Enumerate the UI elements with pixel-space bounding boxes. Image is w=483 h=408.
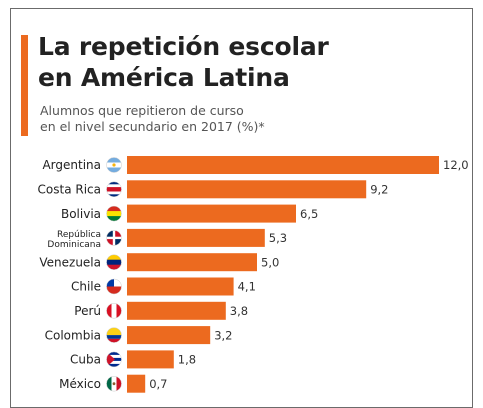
category-label: Perú (74, 304, 101, 318)
dominican-republic-flag-icon (106, 230, 122, 246)
chart-title: La repetición escolar en América Latina (38, 31, 329, 93)
chart-row: República Dominicana 5,3 (47, 228, 287, 250)
chart-row: México 0,7 (59, 374, 167, 393)
value-label: 5,0 (261, 255, 279, 269)
category-label: Venezuela (39, 255, 101, 269)
peru-flag-icon (106, 303, 122, 319)
category-label-line: Argentina (42, 158, 101, 172)
category-label-line: Cuba (70, 353, 101, 367)
category-label: Bolivia (61, 207, 101, 221)
value-label: 0,7 (149, 377, 167, 391)
chart-row: Cuba 1,8 (70, 350, 196, 369)
value-label: 3,8 (230, 304, 248, 318)
category-label-line: Costa Rica (38, 183, 101, 197)
chile-flag-icon (106, 278, 122, 295)
colombia-flag-icon (106, 327, 122, 343)
bar (127, 156, 439, 174)
category-label: Cuba (70, 353, 101, 367)
bar (127, 204, 296, 223)
chart-row: Colombia 3,2 (45, 326, 232, 345)
category-label: República Dominicana (47, 230, 101, 250)
chart-row: Chile 4,1 (71, 277, 256, 296)
value-label: 12,0 (443, 158, 469, 172)
bar (127, 277, 234, 296)
category-label-line: Chile (71, 280, 101, 294)
chart-subtitle: Alumnos que repitieron de curso en el ni… (40, 103, 265, 135)
value-label: 6,5 (300, 207, 318, 221)
bar (127, 228, 265, 247)
venezuela-flag-icon (106, 254, 122, 270)
cuba-flag-icon (106, 351, 122, 368)
mexico-flag-icon (106, 375, 122, 392)
category-label-line: México (59, 377, 101, 391)
value-label: 3,2 (214, 328, 232, 342)
bar (127, 180, 367, 199)
value-label: 9,2 (370, 183, 388, 197)
chart-row: Venezuela 5,0 (39, 253, 279, 272)
category-label: Chile (71, 280, 101, 294)
category-label-line: Colombia (45, 328, 101, 342)
title-line-2: en América Latina (38, 63, 290, 92)
bolivia-flag-icon (106, 205, 122, 222)
chart-row: Argentina 12,0 (42, 156, 469, 174)
bar-chart: Argentina 12,0 Costa Rica 9,2 Bolivia 6,5 Repú… (38, 156, 469, 393)
argentina-flag-icon (106, 157, 122, 173)
costa-rica-flag-icon (106, 181, 122, 198)
category-label: Argentina (42, 158, 101, 172)
category-label: México (59, 377, 101, 391)
value-label: 5,3 (269, 231, 287, 245)
value-label: 4,1 (238, 280, 256, 294)
chart-row: Costa Rica 9,2 (38, 180, 388, 199)
subtitle-line-2: en el nivel secundario en 2017 (%)* (40, 119, 265, 134)
category-label-line: Venezuela (39, 255, 101, 269)
title-line-1: La repetición escolar (38, 32, 329, 61)
category-label-line: Perú (74, 304, 101, 318)
title-accent-bar (21, 35, 28, 136)
category-label: Costa Rica (38, 183, 101, 197)
bar (127, 253, 257, 272)
bar (127, 374, 146, 393)
chart-row: Perú 3,8 (74, 301, 248, 320)
bar (127, 326, 211, 345)
category-label: Colombia (45, 328, 101, 342)
category-label-line: República (57, 230, 101, 240)
bar (127, 301, 226, 320)
category-label-line: Bolivia (61, 207, 101, 221)
subtitle-line-1: Alumnos que repitieron de curso (40, 103, 244, 118)
value-label: 1,8 (178, 353, 196, 367)
chart-row: Bolivia 6,5 (61, 204, 318, 223)
category-label-line: Dominicana (47, 240, 101, 250)
bar (127, 350, 174, 369)
